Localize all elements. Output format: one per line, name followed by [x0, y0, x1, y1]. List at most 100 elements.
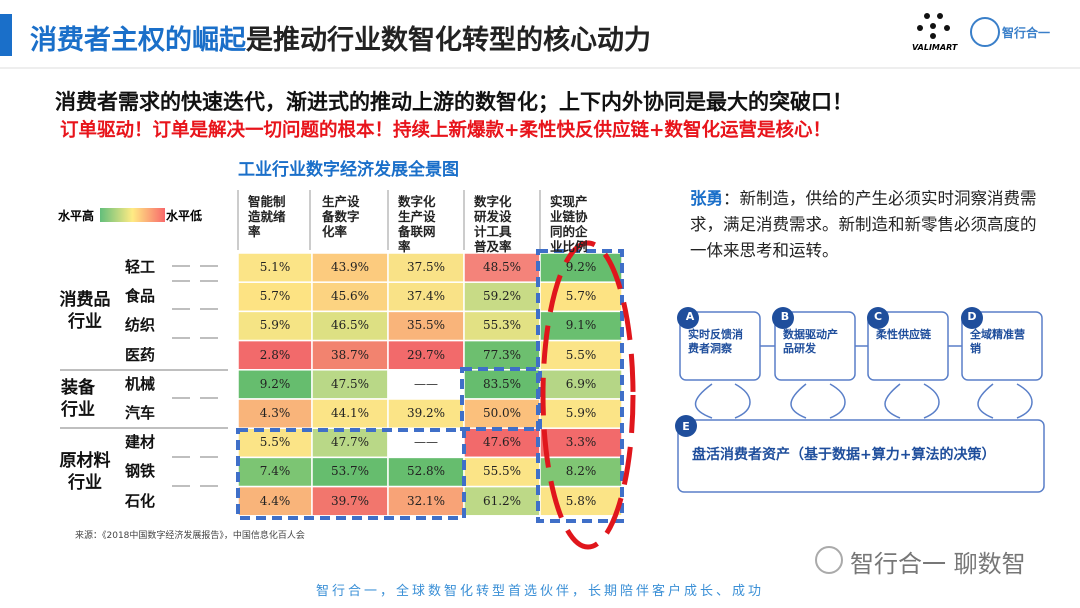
column-header: 数字化研发设计工具普及率	[474, 194, 512, 254]
cell-value: 47.7%	[330, 435, 370, 450]
title-bar	[0, 14, 12, 56]
cell-value: 45.6%	[330, 289, 370, 304]
source: 来源：《2018中国数字经济发展报告》，中国信息化百人会	[75, 531, 305, 541]
group-label: 消费品行业	[59, 290, 111, 333]
quote-text: ：新制造，供给的产生必须实时洞察消费需求，满足消费需求。新制造和新零售必须高度的…	[690, 189, 1037, 260]
cell-value: 5.5%	[565, 347, 597, 362]
title-rest: 是推动行业数智化转型的核心动力	[246, 25, 651, 56]
title: 消费者主权的崛起是推动行业数智化转型的核心动力	[30, 18, 651, 57]
cell-bg	[387, 369, 465, 400]
legend-label: 水平低	[166, 209, 203, 223]
row-label: 机械	[125, 374, 156, 393]
cell-bg	[463, 310, 541, 342]
cell-value: 4.3%	[259, 406, 291, 420]
column-header: 生产设备数字化率	[322, 194, 360, 239]
cell-value: 32.1%	[406, 493, 446, 508]
column-header: 数字化生产设备联网率	[398, 194, 436, 254]
cell-value: 43.9%	[330, 260, 370, 274]
cell-value: 55.3%	[482, 318, 522, 333]
column-header: 智能制造就绪率	[248, 194, 286, 239]
cell-bg	[311, 310, 389, 342]
cell-value: 8.2%	[565, 464, 597, 479]
node-label: 柔性供应链	[876, 328, 931, 341]
red-ellipse	[540, 240, 636, 550]
table-cells	[237, 252, 623, 517]
cell-value: 50.0%	[482, 406, 522, 420]
cell-value: 5.9%	[259, 318, 291, 333]
cell-value: 44.1%	[330, 406, 370, 420]
cell-value: 77.3%	[482, 347, 522, 362]
cell-value: 59.2%	[482, 289, 522, 304]
table-title: 工业行业数字经济发展全景图	[238, 160, 459, 180]
cell-value: 7.4%	[259, 464, 291, 479]
group-label: 原材料行业	[59, 451, 111, 493]
cell-value: 47.5%	[330, 376, 370, 391]
cell-value: 9.2%	[259, 376, 291, 391]
cell-value: 38.7%	[330, 347, 370, 362]
cell-bg	[387, 398, 465, 429]
column-header: 实现产业链协同的企业比例	[550, 194, 588, 254]
node-letter: B	[780, 310, 790, 323]
cell-value: 5.1%	[259, 260, 291, 274]
node-label: 数据驱动产品研发	[783, 328, 838, 355]
row-label: 建材	[125, 433, 156, 452]
row-label: 纺织	[125, 316, 156, 335]
logo-text: VALIMART	[912, 43, 958, 52]
cell-bg	[539, 456, 623, 488]
header-lines	[237, 190, 541, 250]
cell-bg	[539, 369, 623, 400]
cell-bg	[387, 339, 465, 371]
subtitle: 消费者需求的快速迭代，渐进式的推动上游的数智化；上下内外协同是最大的突破口！	[55, 90, 853, 114]
node-label: 全域精准营销	[970, 328, 1025, 355]
cell-bg	[387, 456, 465, 488]
cell-bg	[463, 485, 541, 517]
cell-value: 83.5%	[482, 376, 522, 391]
node-letter: C	[873, 310, 883, 323]
logo-text: 智行合一	[1002, 26, 1051, 40]
cell-value: 5.7%	[565, 289, 597, 304]
node-label: 实时反馈消费者洞察	[688, 328, 743, 355]
cell-value: 61.2%	[482, 493, 522, 508]
cell-bg	[311, 369, 389, 400]
cell-bg	[463, 339, 541, 371]
cell-value: 9.2%	[565, 260, 597, 274]
cell-value: 2.8%	[259, 347, 291, 362]
cell-value: 48.5%	[482, 260, 522, 274]
cell-value: ——	[414, 435, 438, 450]
row-label: 轻工	[125, 258, 156, 276]
diagram-circles	[675, 307, 983, 437]
row-label: 钢铁	[125, 462, 156, 481]
row-label: 医药	[125, 345, 156, 364]
legend-gradient	[100, 208, 165, 222]
cell-value: 3.3%	[565, 435, 597, 450]
logo-circle	[970, 17, 1000, 47]
title-highlight: 消费者主权的崛起	[30, 25, 246, 56]
node-label: 盘活消费者资产（基于数据+算力+算法的决策）	[692, 447, 996, 463]
cell-value: 39.2%	[406, 406, 446, 420]
cell-bg	[387, 427, 465, 459]
group-label: 装备行业	[61, 378, 95, 420]
highlight-boxes	[236, 249, 624, 523]
wechat-icon	[815, 546, 843, 574]
cell-value: 5.7%	[259, 289, 291, 304]
row-dashes	[60, 265, 228, 487]
logo-mark	[917, 13, 950, 39]
cell-value: 39.7%	[330, 493, 370, 508]
footer: 智行合一，全球数智化转型首选伙伴，长期陪伴客户成长、成功	[315, 584, 764, 599]
legend-label: 水平高	[58, 209, 95, 223]
node-letter: E	[682, 420, 690, 433]
cell-value: 29.7%	[406, 347, 446, 362]
cell-value: 46.5%	[330, 318, 370, 333]
cell-bg	[463, 281, 541, 313]
cell-bg	[237, 339, 313, 371]
cell-value: 6.9%	[565, 376, 597, 391]
cell-bg	[387, 310, 465, 342]
cell-value: 37.4%	[406, 289, 446, 304]
row-label: 石化	[125, 491, 156, 510]
row-label: 食品	[125, 287, 156, 306]
diagram-boxes	[677, 311, 1045, 493]
cell-bg	[311, 281, 389, 313]
node-letter: A	[685, 310, 695, 323]
cell-value: 47.6%	[482, 435, 522, 450]
